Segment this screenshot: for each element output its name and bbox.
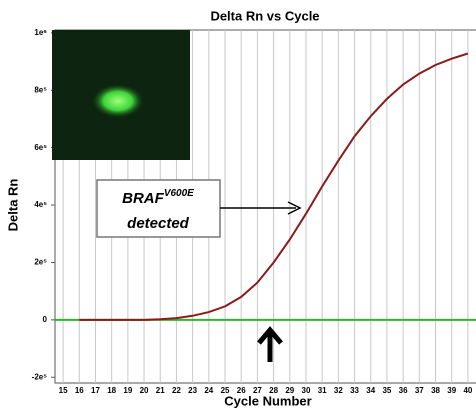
y-tick-label: 1e⁶	[34, 28, 47, 37]
x-tick-label: 26	[237, 386, 246, 395]
x-tick-label: 31	[318, 386, 327, 395]
y-tick-label: 8e⁵	[34, 85, 47, 94]
x-tick-label: 20	[140, 386, 149, 395]
x-tick-label: 29	[285, 386, 294, 395]
x-tick-label: 22	[172, 386, 181, 395]
x-tick-label: 15	[59, 386, 68, 395]
x-tick-label: 37	[415, 386, 424, 395]
y-tick-label: -2e⁵	[32, 372, 48, 381]
x-tick-label: 25	[221, 386, 230, 395]
up-arrow	[257, 326, 283, 362]
x-tick-label: 32	[334, 386, 343, 395]
arrow-head	[287, 201, 302, 215]
x-tick-label: 27	[253, 386, 262, 395]
y-tick-label: 6e⁵	[34, 143, 47, 152]
fluorescent-spot	[92, 84, 144, 118]
chart-title: Delta Rn vs Cycle	[210, 8, 319, 23]
x-tick-label: 34	[366, 386, 375, 395]
x-tick-label: 19	[123, 386, 132, 395]
gene: BRAF	[122, 190, 164, 207]
annotation-status: detected	[127, 215, 190, 232]
plot	[55, 52, 476, 321]
x-tick-label: 39	[447, 386, 456, 395]
x-tick-label: 23	[188, 386, 197, 395]
x-tick-label: 38	[431, 386, 440, 395]
x-axis-label: Cycle Number	[224, 393, 311, 408]
x-tick-label: 24	[204, 386, 213, 395]
x-tick-label: 28	[269, 386, 278, 395]
annotation-box	[96, 179, 221, 238]
x-tick-label: 30	[302, 386, 311, 395]
y-axis-label: Delta Rn	[5, 179, 20, 232]
y-tick-label: 0	[43, 315, 48, 324]
x-tick-label: 36	[399, 386, 408, 395]
y-tick-label: 4e⁵	[34, 200, 47, 209]
x-tick-label: 16	[75, 386, 84, 395]
x-tick-label: 21	[156, 386, 165, 395]
x-tick-label: 35	[382, 386, 391, 395]
y-tick-label: 2e⁵	[34, 258, 47, 267]
x-tick-label: 40	[463, 386, 472, 395]
amplification-curve	[79, 52, 469, 321]
x-tick-label: 17	[91, 386, 100, 395]
x-tick-label: 18	[107, 386, 116, 395]
mutation: V600E	[164, 188, 194, 199]
x-tick-label: 33	[350, 386, 359, 395]
annotation-gene: BRAFV600E	[122, 188, 194, 207]
